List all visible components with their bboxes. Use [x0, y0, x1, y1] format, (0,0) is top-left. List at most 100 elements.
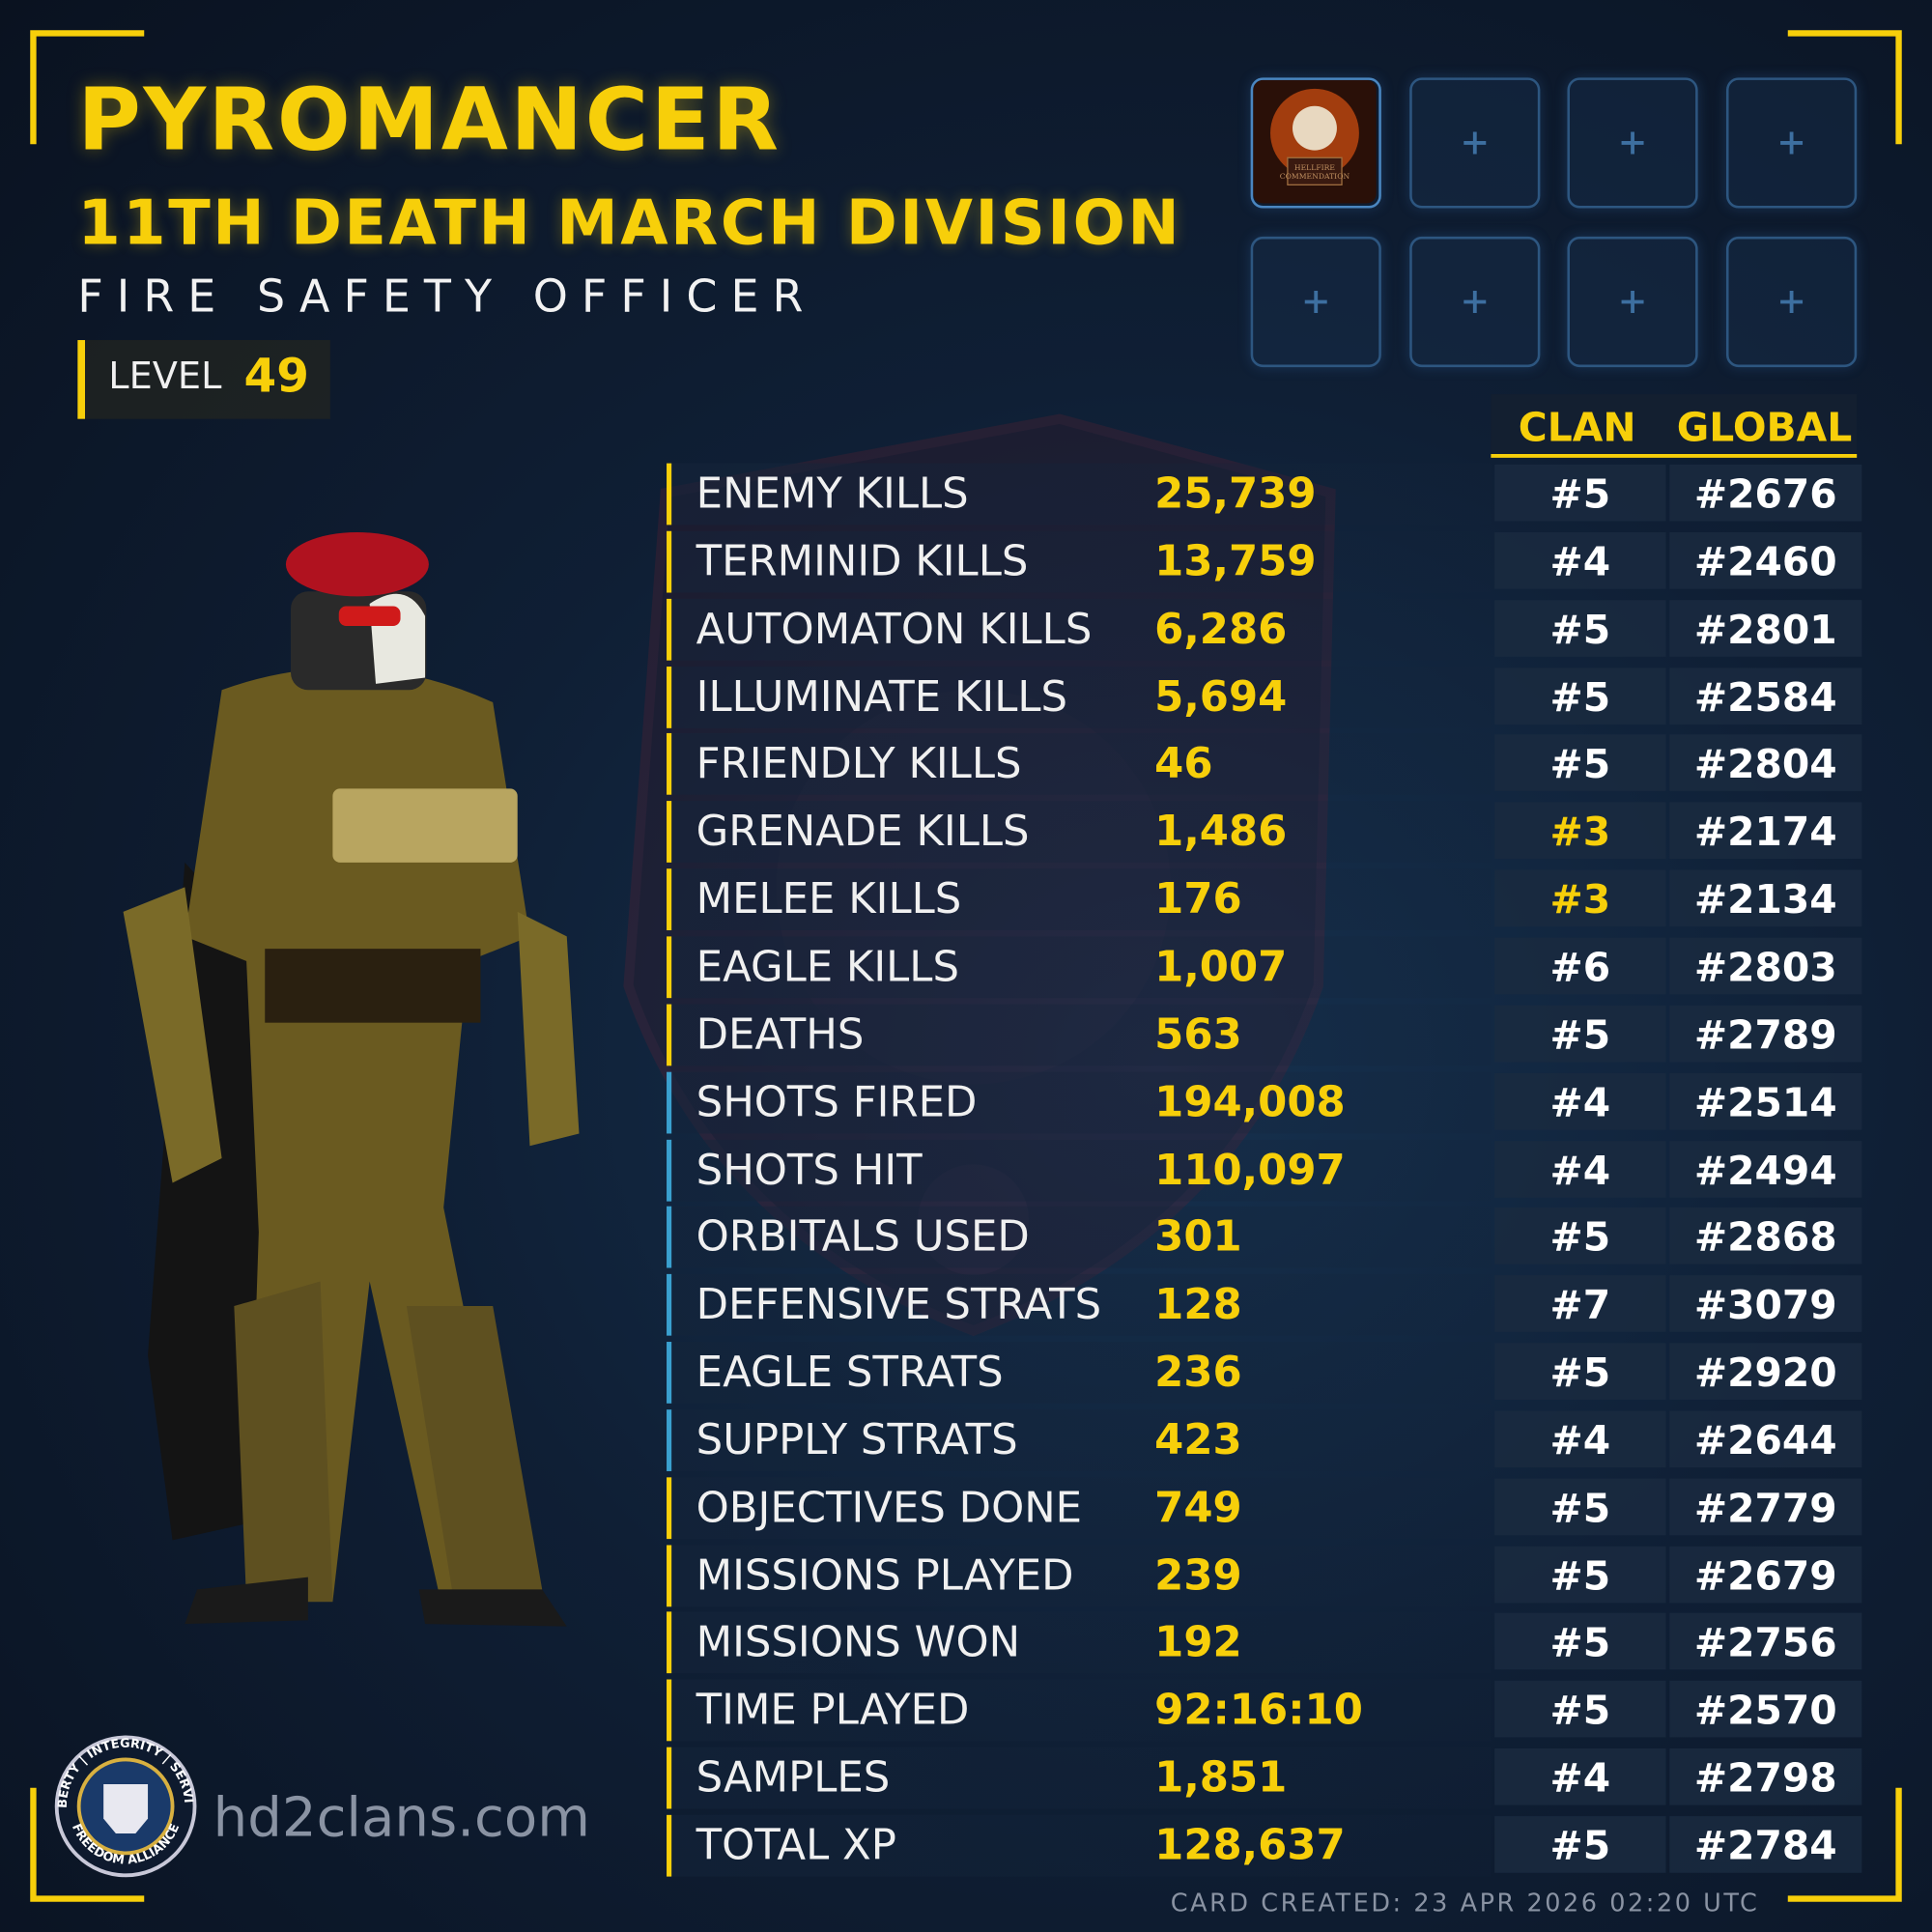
stat-row: SAMPLES 1,851 #4 #2798 [667, 1747, 1862, 1809]
stat-label: EAGLE STRATS [696, 1348, 1004, 1398]
stat-value: 236 [1154, 1348, 1242, 1398]
global-rank: #2756 [1693, 1619, 1837, 1667]
stat-label: MELEE KILLS [696, 874, 962, 924]
global-cell [1669, 599, 1862, 657]
clan-rank: #5 [1549, 1822, 1611, 1869]
global-rank: #2784 [1693, 1822, 1837, 1869]
clan-cell [1494, 1208, 1666, 1265]
row-background [671, 1679, 1492, 1742]
clan-cell [1494, 667, 1666, 724]
stat-label: MISSIONS WON [696, 1618, 1021, 1668]
global-cell [1669, 1546, 1862, 1603]
clan-rank: #5 [1549, 1687, 1611, 1735]
stat-row: GRENADE KILLS 1,486 #3 #2174 [667, 801, 1862, 864]
clan-cell [1494, 1343, 1666, 1401]
global-rank: #2920 [1693, 1349, 1837, 1397]
stat-label: SHOTS FIRED [696, 1077, 978, 1127]
row-accent [667, 1814, 672, 1877]
badge-line1: HELLFIRE [1293, 163, 1336, 173]
clan-rank: #5 [1549, 673, 1611, 721]
global-cell [1669, 1410, 1862, 1467]
stat-row: DEFENSIVE STRATS 128 #7 #3079 [667, 1274, 1862, 1336]
clan-cell [1494, 1748, 1666, 1805]
global-rank: #2584 [1693, 673, 1837, 721]
global-cell [1669, 1140, 1862, 1198]
stat-value: 5,694 [1154, 671, 1288, 722]
stat-value: 423 [1154, 1415, 1242, 1465]
player-title: FIRE SAFETY OFFICER [77, 271, 817, 324]
row-background [671, 598, 1492, 661]
stat-row: OBJECTIVES DONE 749 #5 #2779 [667, 1477, 1862, 1539]
clan-cell [1494, 599, 1666, 657]
clan-cell [1494, 531, 1666, 589]
level-box-accent [77, 340, 86, 419]
clan-rank: #3 [1549, 809, 1611, 856]
row-accent [667, 936, 672, 999]
stat-value: 46 [1154, 739, 1213, 789]
global-cell [1669, 734, 1862, 792]
stat-label: MISSIONS PLAYED [696, 1550, 1074, 1601]
stat-label: EAGLE KILLS [696, 942, 960, 992]
stat-label: SHOTS HIT [696, 1145, 923, 1195]
global-cell [1669, 1275, 1862, 1333]
row-accent [667, 1342, 672, 1404]
global-rank: #2514 [1693, 1078, 1837, 1126]
level-label: LEVEL [108, 355, 222, 398]
row-accent [667, 666, 672, 728]
global-rank: #2803 [1693, 943, 1837, 991]
clan-rank: #6 [1549, 943, 1611, 991]
global-cell [1669, 1005, 1862, 1063]
row-background [671, 936, 1492, 999]
stat-label: DEFENSIVE STRATS [696, 1280, 1102, 1330]
clan-rank: #5 [1549, 1619, 1611, 1667]
stat-value: 301 [1154, 1212, 1242, 1263]
clan-cell [1494, 1140, 1666, 1198]
stat-row: MISSIONS PLAYED 239 #5 #2679 [667, 1544, 1862, 1606]
row-background [671, 1814, 1492, 1877]
row-accent [667, 733, 672, 796]
clan-rank: #4 [1549, 1416, 1611, 1464]
plus-icon [1779, 290, 1803, 313]
clan-rank: #5 [1549, 1349, 1611, 1397]
soldier-figure [123, 532, 580, 1627]
global-rank: #3079 [1693, 1281, 1837, 1329]
stat-value: 92:16:10 [1154, 1686, 1363, 1736]
stat-row: MISSIONS WON 192 #5 #2756 [667, 1611, 1862, 1674]
row-background [671, 1342, 1492, 1404]
row-background [671, 1274, 1492, 1336]
global-cell [1669, 1072, 1862, 1130]
stat-label: TERMINID KILLS [696, 536, 1029, 586]
row-accent [667, 1139, 672, 1201]
clan-rank: #4 [1549, 1078, 1611, 1126]
stat-label: ENEMY KILLS [696, 469, 969, 519]
badge-line2: COMMENDATION [1279, 172, 1350, 182]
global-cell [1669, 1681, 1862, 1738]
row-background [671, 666, 1492, 728]
row-background [671, 801, 1492, 864]
plus-icon [1463, 131, 1486, 155]
empty-badge-slot [1725, 236, 1857, 367]
clan-cell [1494, 937, 1666, 995]
empty-badge-slot [1408, 236, 1540, 367]
stat-value: 128,637 [1154, 1821, 1346, 1871]
created-date: CARD CREATED: 23 APR 2026 02:20 UTC [1170, 1888, 1760, 1918]
clan-rank: #5 [1549, 1213, 1611, 1262]
clan-rank: #5 [1549, 1484, 1611, 1532]
global-rank: #2644 [1693, 1416, 1837, 1464]
stat-row: TOTAL XP 128,637 #5 #2784 [667, 1814, 1862, 1877]
clan-rank: #5 [1549, 606, 1611, 653]
global-rank: #2676 [1693, 470, 1837, 518]
clan-rank: #5 [1549, 741, 1611, 788]
stat-row: ILLUMINATE KILLS 5,694 #5 #2584 [667, 666, 1862, 728]
empty-badge-slot [1250, 236, 1381, 367]
row-background [671, 1611, 1492, 1674]
global-cell [1669, 937, 1862, 995]
empty-badge-slot [1567, 236, 1698, 367]
row-background [671, 1409, 1492, 1471]
stat-value: 176 [1154, 874, 1242, 924]
stat-value: 1,486 [1154, 807, 1288, 857]
row-background [671, 1139, 1492, 1201]
global-cell [1669, 531, 1862, 589]
row-accent [667, 1207, 672, 1268]
